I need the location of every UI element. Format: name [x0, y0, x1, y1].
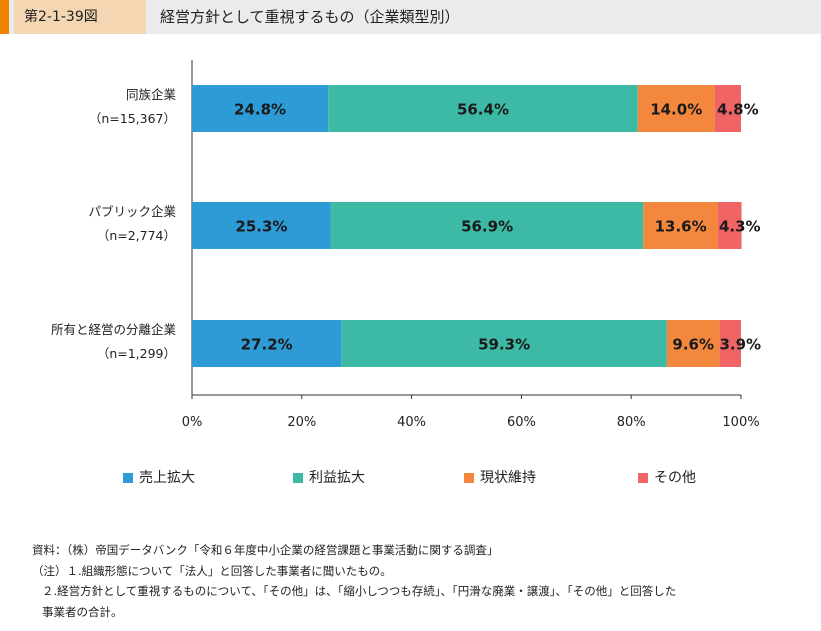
x-tick-label: 100% [722, 415, 759, 430]
bar-segment [637, 85, 715, 132]
data-label: 56.4% [457, 101, 509, 119]
x-tick-label: 40% [397, 415, 426, 430]
bar-segment [714, 85, 741, 132]
bar-segment [192, 202, 331, 249]
data-label: 24.8% [234, 101, 286, 119]
data-label: 14.0% [650, 101, 702, 119]
bar-segment [643, 202, 718, 249]
chart-legend: 売上拡大 利益拡大 現状維持 その他 [0, 469, 821, 489]
legend-item: 現状維持 [464, 469, 536, 487]
note-2: ２.経営方針として重視するものについて、「その他」は、「縮小しつつも存続」、「円… [42, 584, 677, 598]
header-accent-stripe [0, 0, 9, 34]
bar-segment [192, 320, 342, 367]
legend-item: 利益拡大 [293, 469, 365, 487]
x-tick-label: 60% [507, 415, 536, 430]
legend-swatch [638, 473, 648, 483]
legend-item: その他 [638, 469, 696, 487]
data-label: 3.9% [719, 336, 761, 354]
bar-segment [719, 320, 741, 367]
legend-item: 売上拡大 [123, 469, 195, 487]
x-tick-label: 0% [182, 415, 203, 430]
legend-swatch [123, 473, 133, 483]
category-n-label: （n=1,299） [97, 346, 176, 361]
category-n-label: （n=2,774） [97, 228, 176, 243]
figure-title: 経営方針として重視するもの（企業類型別） [160, 8, 460, 26]
bar-segment [192, 85, 329, 132]
data-label: 27.2% [241, 336, 293, 354]
data-label: 9.6% [672, 336, 714, 354]
note-1: （注）１.組織形態について「法人」と回答した事業者に聞いたもの。 [32, 563, 392, 578]
stacked-bar-chart: 0% 20% 40% 60% 80% 100% 同族企業 （n=15,367） 24.8% 56.… [51, 60, 761, 430]
category-label: パブリック企業 [88, 204, 176, 219]
data-label: 25.3% [235, 218, 287, 236]
legend-label: その他 [654, 470, 696, 486]
legend-label: 売上拡大 [139, 470, 195, 486]
category-n-label: （n=15,367） [89, 111, 176, 126]
source-notes: 資料：（株）帝国データバンク「令和６年度中小企業の経営課題と事業活動に関する調査… [32, 540, 676, 622]
bar-segment [666, 320, 720, 367]
bar-segment [717, 202, 742, 249]
figure-header: 第2-1-39図 経営方針として重視するもの（企業類型別） [0, 0, 821, 34]
x-tick-label: 80% [617, 415, 646, 430]
note-2-cont: 事業者の合計。 [42, 604, 123, 619]
legend-swatch [293, 473, 303, 483]
legend-swatch [464, 473, 474, 483]
category-label: 同族企業 [126, 87, 177, 102]
category-label: 所有と経営の分離企業 [51, 322, 177, 337]
bar-segment [330, 202, 644, 249]
data-label: 13.6% [655, 218, 707, 236]
legend-label: 利益拡大 [309, 470, 365, 486]
x-tick-label: 20% [287, 415, 316, 430]
figure-number: 第2-1-39図 [14, 0, 146, 34]
data-label: 4.3% [719, 218, 761, 236]
data-label: 4.8% [717, 101, 759, 119]
note-source: 資料：（株）帝国データバンク「令和６年度中小企業の経営課題と事業活動に関する調査… [32, 543, 499, 557]
data-label: 59.3% [478, 336, 530, 354]
bar-segment [341, 320, 667, 367]
data-label: 56.9% [461, 218, 513, 236]
legend-label: 現状維持 [480, 470, 536, 486]
bar-segment [328, 85, 638, 132]
